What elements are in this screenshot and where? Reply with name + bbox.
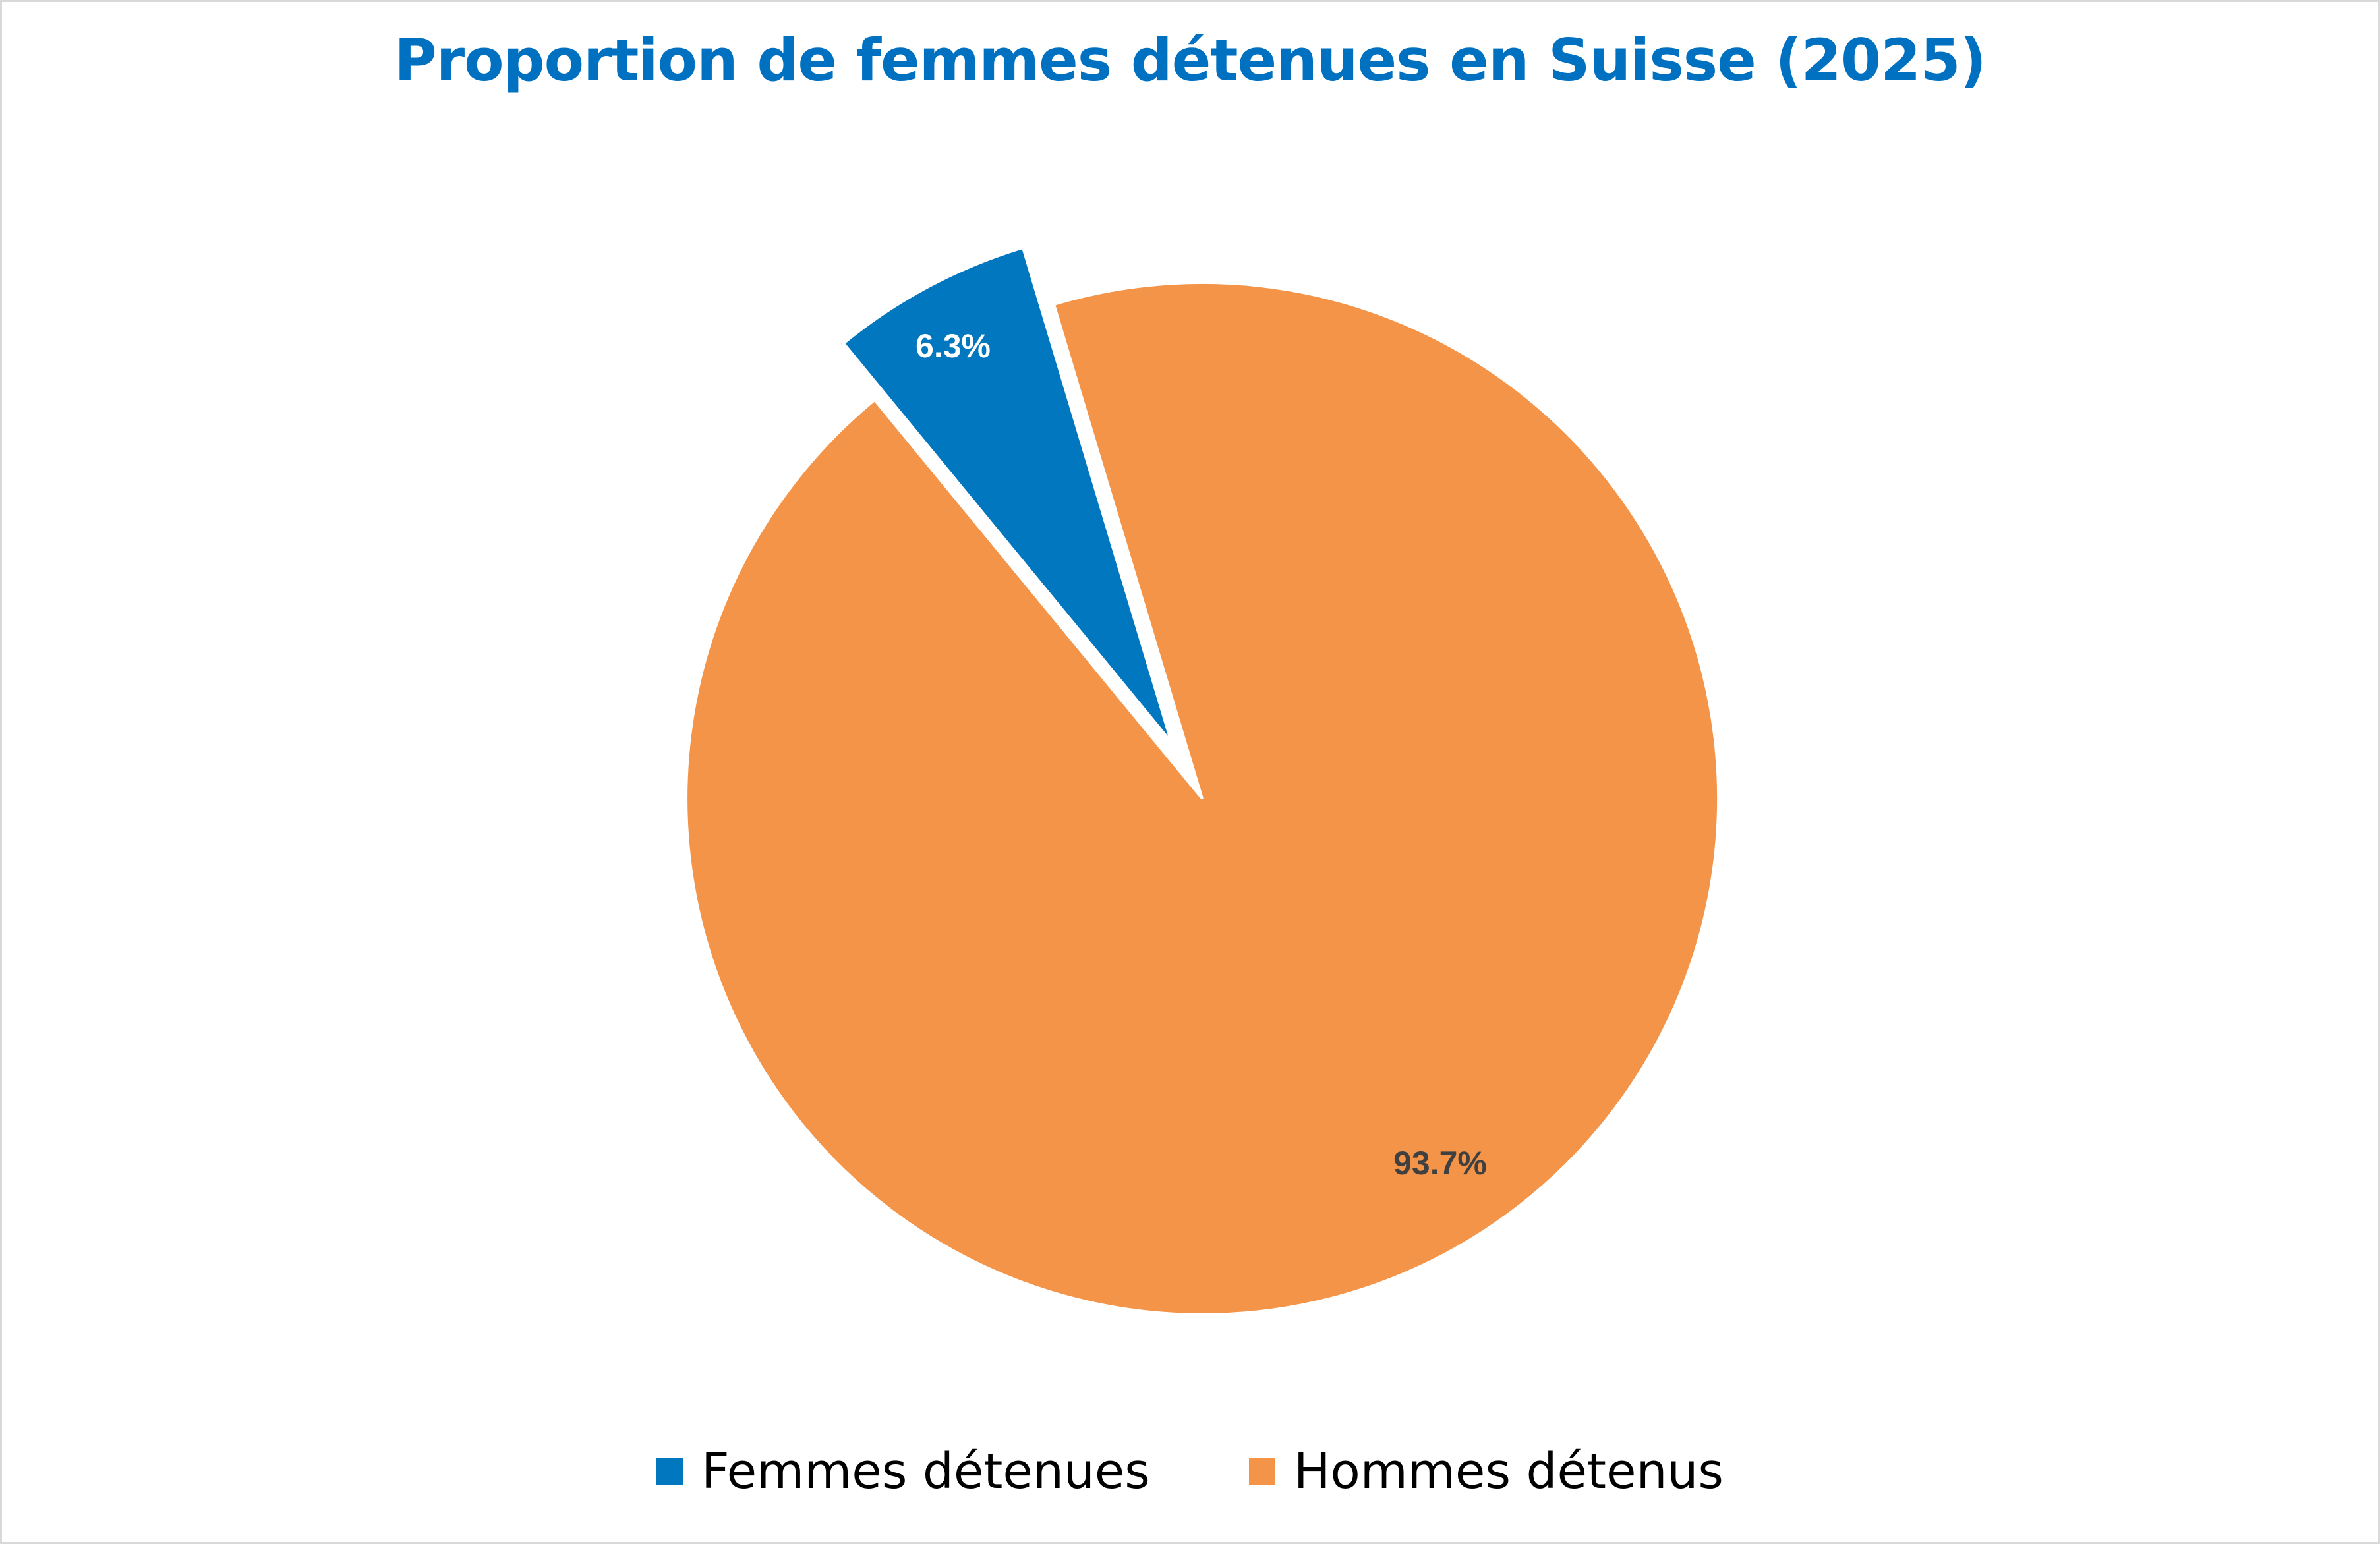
slice-label-femmes: 6.3% — [915, 328, 991, 364]
legend-swatch-blue-icon — [656, 1458, 683, 1485]
legend-item-hommes[interactable]: Hommes détenus — [1248, 1443, 1724, 1500]
chart-title: Proportion de femmes détenues en Suisse … — [394, 26, 1987, 94]
slice-femmes-detenues[interactable] — [842, 246, 1173, 743]
legend-label: Femmes détenues — [701, 1443, 1150, 1500]
legend-item-femmes[interactable]: Femmes détenues — [656, 1443, 1150, 1500]
legend: Femmes détenues Hommes détenus — [0, 1443, 2380, 1500]
slice-label-hommes: 93.7% — [1393, 1145, 1487, 1182]
slice-hommes-detenus[interactable] — [685, 281, 1720, 1316]
legend-label: Hommes détenus — [1293, 1443, 1724, 1500]
legend-swatch-orange-icon — [1248, 1458, 1275, 1485]
